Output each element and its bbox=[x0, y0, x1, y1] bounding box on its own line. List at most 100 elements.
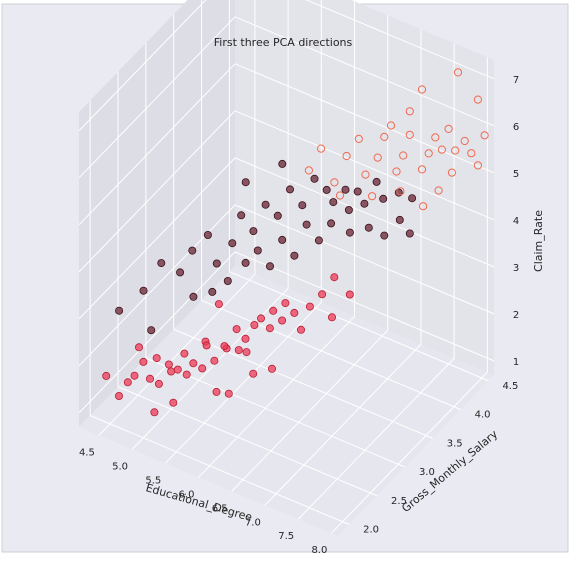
data-point bbox=[157, 259, 166, 268]
data-point bbox=[302, 220, 311, 229]
data-point bbox=[176, 268, 185, 277]
y-tick-label: 2.0 bbox=[363, 525, 379, 536]
data-point bbox=[139, 357, 148, 366]
data-point bbox=[228, 239, 237, 248]
data-point bbox=[444, 124, 453, 133]
grid-lines bbox=[78, 0, 495, 534]
data-point bbox=[267, 364, 276, 373]
z-tick-label: 5 bbox=[513, 169, 519, 180]
grid-z-back bbox=[234, 16, 495, 127]
data-point bbox=[296, 325, 305, 334]
z-tick-label: 2 bbox=[513, 310, 519, 321]
grid-y-floor bbox=[173, 328, 433, 439]
x-tick-label: 4.5 bbox=[79, 447, 95, 458]
y-tick-label: 3.0 bbox=[419, 467, 435, 478]
z-axis-label: Claim_Rate bbox=[532, 210, 545, 272]
grid-z-back bbox=[234, 63, 495, 174]
data-point bbox=[372, 177, 381, 186]
data-point bbox=[169, 398, 178, 407]
data-point bbox=[360, 199, 369, 208]
data-point bbox=[395, 215, 404, 224]
data-point bbox=[467, 149, 476, 158]
grid-z-back bbox=[305, 0, 495, 80]
data-point bbox=[123, 378, 132, 387]
data-point bbox=[115, 391, 124, 400]
data-point bbox=[405, 130, 414, 139]
data-point bbox=[419, 202, 428, 211]
x-tick-label: 5.5 bbox=[145, 475, 161, 486]
data-point bbox=[437, 145, 446, 154]
grid-x-floor bbox=[198, 315, 355, 478]
data-point bbox=[314, 236, 323, 245]
data-point bbox=[278, 235, 287, 244]
data-point bbox=[189, 292, 198, 301]
x-tick-label: 6.0 bbox=[179, 489, 195, 500]
grid-x-floor bbox=[164, 301, 322, 464]
data-point bbox=[180, 349, 189, 358]
data-point bbox=[392, 167, 401, 176]
data-point bbox=[234, 346, 243, 355]
data-point bbox=[241, 258, 250, 267]
data-point bbox=[364, 223, 373, 232]
data-point bbox=[473, 161, 482, 170]
data-point bbox=[361, 170, 370, 179]
data-point bbox=[417, 165, 427, 174]
data-point bbox=[317, 144, 326, 153]
data-point bbox=[281, 299, 290, 308]
data-point bbox=[223, 276, 232, 285]
data-point bbox=[212, 259, 221, 268]
data-point bbox=[241, 334, 250, 343]
data-point bbox=[150, 408, 159, 417]
data-point bbox=[273, 211, 282, 220]
data-point bbox=[249, 227, 258, 236]
data-point bbox=[399, 151, 408, 160]
grid-z-back bbox=[234, 251, 495, 362]
data-point bbox=[265, 324, 274, 333]
data-point bbox=[318, 290, 327, 299]
data-point bbox=[345, 228, 354, 237]
data-point bbox=[130, 371, 139, 380]
data-point bbox=[329, 198, 338, 207]
data-point bbox=[278, 159, 287, 168]
data-point bbox=[232, 325, 241, 334]
x-tick-label: 5.0 bbox=[112, 461, 128, 472]
data-point bbox=[453, 68, 463, 77]
data-point bbox=[198, 364, 207, 373]
data-point bbox=[335, 191, 345, 200]
chart-title: First three PCA directions bbox=[214, 36, 353, 49]
y-tick-label: 2.5 bbox=[391, 496, 407, 507]
z-tick-label: 3 bbox=[513, 263, 519, 274]
data-point bbox=[167, 367, 176, 376]
data-point bbox=[480, 131, 489, 140]
data-point bbox=[242, 348, 251, 357]
data-point bbox=[188, 246, 197, 255]
data-point bbox=[203, 230, 212, 239]
data-points bbox=[102, 68, 489, 417]
data-point bbox=[379, 194, 388, 203]
data-point bbox=[145, 374, 154, 383]
data-point bbox=[327, 219, 336, 228]
grid-y-floor bbox=[117, 386, 378, 497]
data-point bbox=[256, 314, 265, 323]
data-point bbox=[164, 360, 173, 369]
data-point bbox=[210, 356, 219, 365]
z-tick-label: 6 bbox=[513, 122, 519, 133]
data-point bbox=[269, 306, 278, 315]
data-point bbox=[408, 194, 417, 203]
z-tick-label: 4 bbox=[513, 216, 519, 227]
data-point bbox=[342, 151, 351, 161]
data-point bbox=[250, 320, 259, 329]
data-point bbox=[344, 205, 353, 214]
data-point bbox=[451, 146, 460, 155]
data-point bbox=[304, 166, 313, 175]
grid-x-floor bbox=[330, 371, 488, 534]
grid-x-floor bbox=[264, 343, 422, 506]
data-point bbox=[434, 186, 443, 195]
data-point bbox=[265, 262, 274, 271]
y-tick-label: 3.5 bbox=[447, 438, 463, 449]
data-point bbox=[460, 136, 469, 146]
data-point bbox=[354, 134, 363, 143]
data-point bbox=[214, 300, 223, 309]
